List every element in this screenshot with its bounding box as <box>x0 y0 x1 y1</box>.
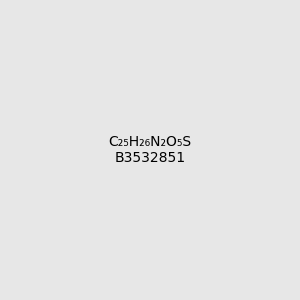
Text: C₂₅H₂₆N₂O₅S
B3532851: C₂₅H₂₆N₂O₅S B3532851 <box>108 135 192 165</box>
